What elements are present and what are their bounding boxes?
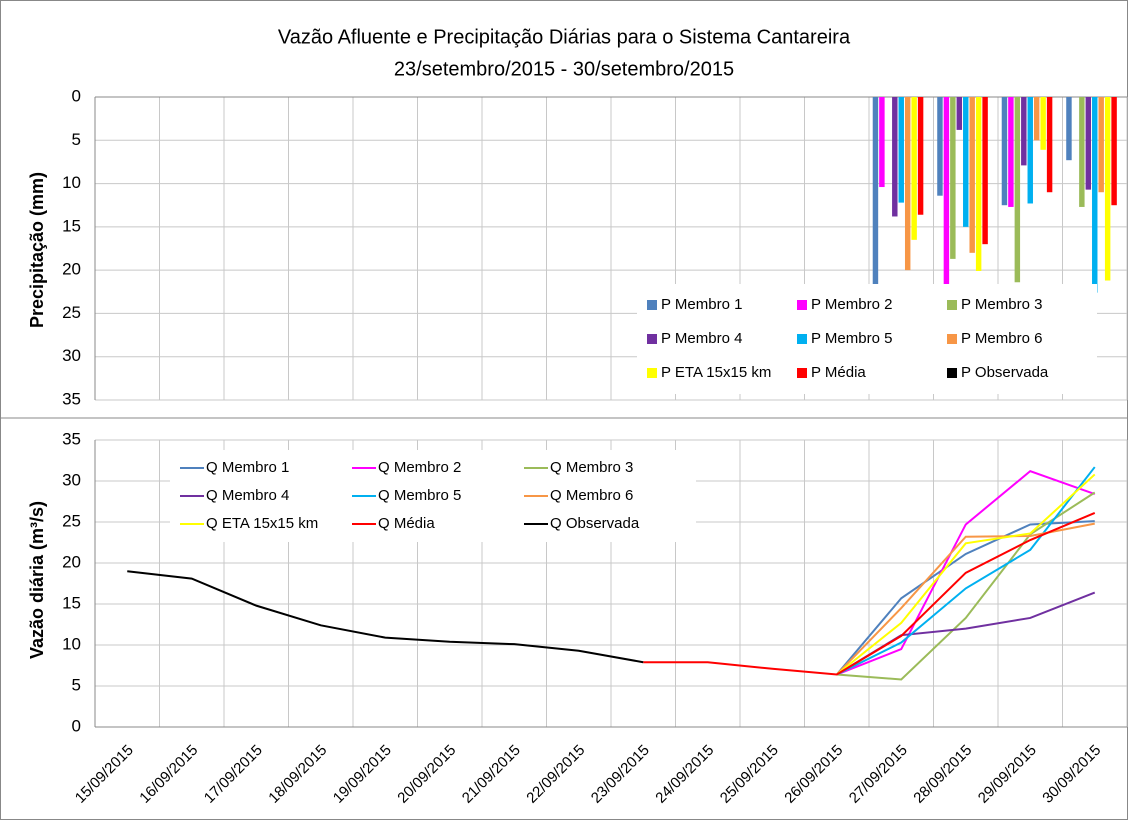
bar — [1008, 97, 1014, 207]
bar — [917, 97, 924, 215]
y-tick-label: 5 — [72, 675, 81, 694]
legend-swatch — [797, 334, 807, 344]
bar — [1092, 97, 1098, 293]
y-tick-label: 35 — [62, 389, 81, 408]
bar — [950, 97, 956, 259]
data-line — [836, 491, 1096, 681]
legend-label: P Média — [811, 364, 866, 381]
bar — [975, 97, 982, 272]
data-line — [836, 473, 1096, 676]
y-tick-label: 10 — [62, 173, 81, 192]
legend-label: P Membro 2 — [811, 296, 892, 313]
legend-box — [170, 450, 696, 542]
bar — [1104, 97, 1111, 281]
legend-label: Q Membro 4 — [206, 487, 289, 504]
legend-label: P Membro 3 — [961, 296, 1042, 313]
legend-label: Q Observada — [550, 515, 640, 532]
bar — [904, 97, 911, 271]
y-tick-label: 35 — [62, 429, 81, 448]
legend-label: P ETA 15x15 km — [661, 364, 771, 381]
y-tick-label: 0 — [72, 86, 81, 105]
bar — [892, 97, 898, 217]
y-tick-label: 30 — [62, 470, 81, 489]
y-tick-label: 30 — [62, 346, 81, 365]
bar — [872, 97, 879, 291]
bar — [937, 97, 943, 196]
data-line — [643, 512, 1096, 676]
legend-label: Q Membro 2 — [378, 459, 461, 476]
y-tick-label: 0 — [72, 716, 81, 735]
y-tick-label: 5 — [72, 130, 81, 149]
bar — [1111, 97, 1117, 206]
bar — [1021, 97, 1027, 166]
bar — [1085, 97, 1092, 190]
bar — [1027, 97, 1033, 204]
data-line — [836, 466, 1096, 676]
bar — [1014, 97, 1021, 283]
legend-label: P Membro 4 — [661, 330, 742, 347]
bar — [982, 97, 988, 245]
legend-label: Q Membro 1 — [206, 459, 289, 476]
data-line — [127, 570, 644, 664]
legend-swatch — [647, 368, 657, 378]
legend-swatch — [947, 368, 957, 378]
y-tick-label: 25 — [62, 511, 81, 530]
legend-swatch — [647, 334, 657, 344]
legend-label: P Membro 1 — [661, 296, 742, 313]
bar — [911, 97, 917, 240]
bar — [879, 97, 885, 188]
y-tick-label: 15 — [62, 593, 81, 612]
bar — [1033, 97, 1040, 141]
bar — [1040, 97, 1046, 150]
legend-label: Q Membro 3 — [550, 459, 633, 476]
bar — [969, 97, 975, 253]
bar — [898, 97, 904, 203]
legend-swatch — [647, 300, 657, 310]
bar — [1046, 97, 1053, 193]
legend-swatch — [797, 300, 807, 310]
legend-label: Q Membro 6 — [550, 487, 633, 504]
chart-title: Vazão Afluente e Precipitação Diárias pa… — [278, 26, 851, 48]
y-tick-label: 20 — [62, 552, 81, 571]
y-tick-label: 10 — [62, 634, 81, 653]
legend-label: P Membro 6 — [961, 330, 1042, 347]
legend-box — [637, 284, 1097, 394]
legend-label: Q Média — [378, 515, 435, 532]
data-line — [836, 470, 1096, 676]
legend-swatch — [797, 368, 807, 378]
bar — [956, 97, 963, 130]
bar — [1066, 97, 1072, 161]
y-axis-title: Vazão diária (m³/s) — [27, 501, 47, 659]
legend-swatch — [947, 334, 957, 344]
y-tick-label: 15 — [62, 216, 81, 235]
chart-subtitle: 23/setembro/2015 - 30/setembro/2015 — [394, 58, 734, 80]
y-axis-title: Precipitação (mm) — [27, 172, 47, 328]
y-tick-label: 25 — [62, 303, 81, 322]
bar — [943, 97, 950, 293]
legend-label: Q ETA 15x15 km — [206, 515, 318, 532]
bar — [1001, 97, 1008, 206]
legend-label: P Observada — [961, 364, 1049, 381]
legend-swatch — [947, 300, 957, 310]
bar — [1079, 97, 1085, 207]
legend-label: P Membro 5 — [811, 330, 892, 347]
bar — [1098, 97, 1104, 193]
legend-label: Q Membro 5 — [378, 487, 461, 504]
bar — [963, 97, 969, 227]
y-tick-label: 20 — [62, 260, 81, 279]
